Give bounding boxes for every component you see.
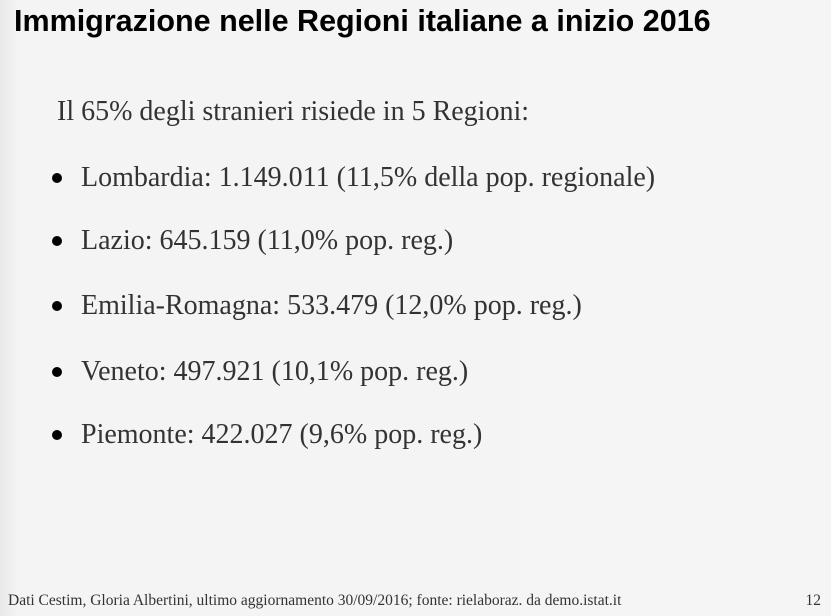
bullet-dot [52,301,62,311]
slide-title: Immigrazione nelle Regioni italiane a in… [14,4,711,38]
bullet-item: Veneto: 497.921 (10,1% pop. reg.) [52,356,468,388]
bullet-text: Emilia-Romagna: 533.479 (12,0% pop. reg.… [81,290,582,321]
footer-source: Dati Cestim, Gloria Albertini, ultimo ag… [8,592,622,609]
bullet-text: Veneto: 497.921 (10,1% pop. reg.) [81,356,469,387]
bullet-item: Lombardia: 1.149.011 (11,5% della pop. r… [52,162,655,194]
bullet-item: Emilia-Romagna: 533.479 (12,0% pop. reg.… [52,290,582,322]
bullet-text: Piemonte: 422.027 (9,6% pop. reg.) [81,419,483,450]
bullet-dot [52,367,62,377]
bullet-text: Lazio: 645.159 (11,0% pop. reg.) [81,225,454,256]
intro-text: Il 65% degli stranieri risiede in 5 Regi… [57,96,530,127]
page-number: 12 [805,592,822,609]
bullet-dot [52,430,62,440]
bullet-item: Lazio: 645.159 (11,0% pop. reg.) [52,225,453,257]
bullet-dot [52,236,62,246]
bullet-text: Lombardia: 1.149.011 (11,5% della pop. r… [81,162,656,193]
bullet-item: Piemonte: 422.027 (9,6% pop. reg.) [52,419,482,451]
bullet-dot [52,173,62,183]
